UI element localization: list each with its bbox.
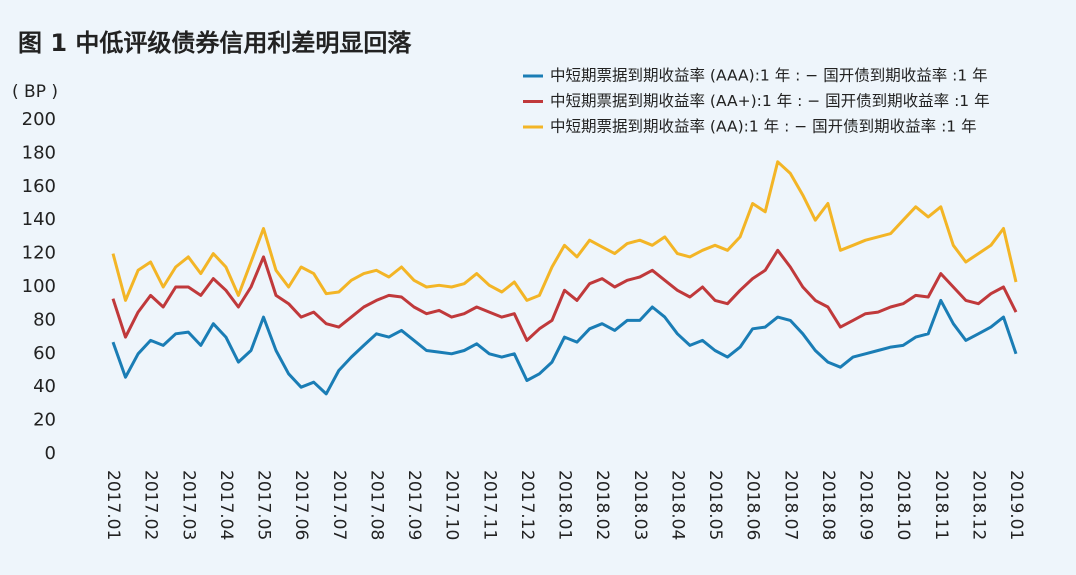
chart-title: 图 1 中低评级债券信用利差明显回落 (18, 29, 412, 57)
y-tick-label: 80 (33, 309, 56, 330)
y-tick-label: 20 (33, 410, 56, 431)
legend-label: 中短期票据到期收益率 (AAA):1 年 : − 国开债到期收益率 :1 年 (550, 67, 988, 85)
x-tick-label: 2017.07 (329, 470, 349, 540)
x-tick-label: 2018.03 (630, 470, 650, 540)
y-tick-label: 140 (22, 209, 56, 230)
x-tick-label: 2017.02 (141, 470, 161, 540)
x-tick-label: 2017.10 (442, 470, 462, 540)
x-tick-label: 2017.12 (517, 470, 537, 540)
x-tick-label: 2017.03 (178, 470, 198, 540)
legend-label: 中短期票据到期收益率 (AA):1 年 : − 国开债到期收益率 :1 年 (550, 118, 977, 136)
x-tick-label: 2018.02 (592, 470, 612, 540)
x-tick-label: 2017.08 (366, 470, 386, 540)
x-tick-label: 2018.12 (968, 470, 988, 540)
x-tick-label: 2018.09 (856, 470, 876, 540)
y-tick-label: 160 (22, 176, 56, 197)
x-tick-label: 2018.04 (667, 470, 687, 540)
x-tick-label: 2018.05 (705, 470, 725, 540)
series-line (111, 248, 1018, 342)
y-tick-label: 200 (22, 109, 56, 130)
x-tick-label: 2017.04 (216, 470, 236, 540)
x-tick-label: 2017.01 (103, 470, 123, 540)
x-tick-label: 2018.11 (931, 470, 951, 540)
x-tick-label: 2017.09 (404, 470, 424, 540)
y-tick-label: 0 (45, 443, 56, 464)
x-tick-label: 2018.06 (743, 470, 763, 540)
series-line (111, 160, 1018, 302)
x-tick-label: 2018.01 (555, 470, 575, 540)
x-tick-label: 2017.06 (291, 470, 311, 540)
legend-label: 中短期票据到期收益率 (AA+):1 年 : − 国开债到期收益率 :1 年 (550, 92, 990, 110)
x-tick-label: 2017.11 (479, 470, 499, 540)
series-line (111, 298, 1018, 396)
x-tick-label: 2019.01 (1006, 470, 1026, 540)
y-tick-label: 120 (22, 243, 56, 264)
y-tick-label: 180 (22, 142, 56, 163)
y-tick-label: 40 (33, 376, 56, 397)
x-tick-label: 2018.07 (780, 470, 800, 540)
y-axis-label: ( BP ) (12, 82, 58, 102)
x-tick-label: 2018.08 (818, 470, 838, 540)
y-tick-label: 60 (33, 343, 56, 364)
x-tick-label: 2017.05 (254, 470, 274, 540)
x-tick-label: 2018.10 (893, 470, 913, 540)
y-tick-label: 100 (22, 276, 56, 297)
